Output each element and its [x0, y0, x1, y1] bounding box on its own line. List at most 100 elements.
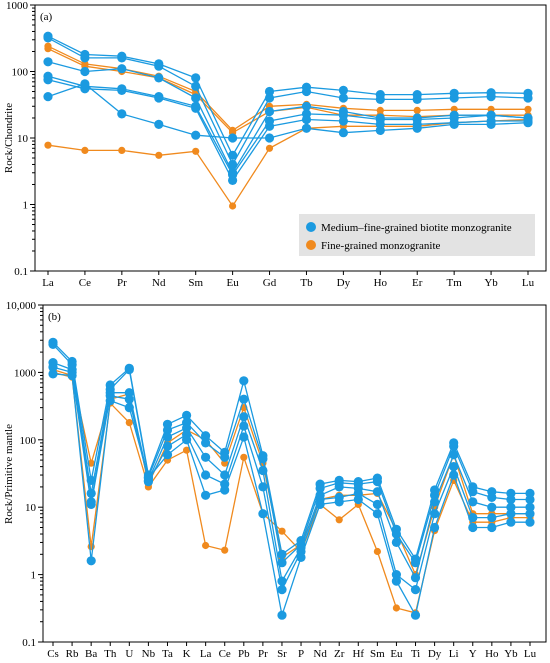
panel-a-label: (a) — [40, 11, 53, 23]
panel-b-x-tick-label: Th — [104, 648, 117, 660]
panel-b-data-point-fine — [373, 547, 381, 556]
panel-b-data-point-medium — [506, 517, 516, 527]
panel-b-data-point-medium — [372, 509, 382, 519]
panel-b-data-point-medium — [449, 470, 459, 480]
panel-b-data-point-medium — [449, 441, 459, 451]
panel-a-data-point-medium — [154, 61, 164, 71]
panel-a-x-tick-label: Yb — [484, 277, 498, 289]
panel-a-data-point-medium — [301, 114, 312, 125]
panel-a-data-point-fine — [265, 144, 274, 152]
panel-b-x-tick-label: Nd — [313, 648, 327, 660]
panel-b-data-point-medium — [182, 410, 192, 420]
panel-a-data-point-medium — [523, 118, 533, 128]
legend-marker-medium — [306, 222, 316, 232]
panel-a-data-point-medium — [486, 92, 496, 102]
panel-a-chart: (a) Rock/Chondrite 0.1 1 10 100 1000 La Ce Pr Nd… — [3, 0, 547, 289]
panel-b-data-point-fine — [202, 541, 210, 550]
panel-a-data-point-medium — [117, 53, 127, 63]
panel-b-data-point-medium — [143, 473, 153, 483]
panel-b-data-point-medium — [277, 585, 287, 595]
panel-b-data-point-fine — [87, 459, 95, 467]
panel-a-x-tick-label: Er — [412, 277, 423, 289]
panel-a-data-point-medium — [117, 109, 127, 119]
panel-b-data-point-fine — [392, 604, 400, 612]
panel-b-data-point-fine — [183, 446, 191, 454]
panel-b-series-line-fine — [52, 371, 530, 614]
panel-a-series-line-medium — [47, 61, 529, 175]
panel-b-x-tick-label: Nb — [142, 648, 156, 660]
panel-a-series-line-medium — [47, 79, 528, 182]
panel-b-data-point-medium — [315, 483, 325, 493]
panel-a-data-point-medium — [228, 133, 238, 143]
panel-b-data-point-medium — [506, 502, 516, 512]
panel-b-x-tick-label: Ce — [219, 648, 231, 660]
panel-b-data-point-medium — [315, 499, 325, 509]
panel-b-x-tick-label: Sm — [370, 648, 385, 660]
panel-a-x-tick-label: Ce — [79, 277, 91, 289]
panel-b-data-point-medium — [410, 585, 421, 595]
panel-b-y-tick-label: 10,000 — [6, 300, 37, 312]
panel-a-data-point-medium — [228, 175, 238, 185]
panel-b-data-point-medium — [525, 502, 535, 512]
panel-b-data-point-medium — [124, 388, 134, 398]
panel-a-y-tick-label: 100 — [12, 67, 29, 79]
panel-a-data-point-medium — [338, 128, 348, 138]
panel-a-data-point-medium — [449, 93, 459, 103]
panel-b-x-tick-label: Y — [469, 648, 477, 660]
panel-a-data-point-fine — [413, 106, 421, 114]
panel-a-series-line-fine — [47, 118, 529, 208]
panel-b-x-tick-label: La — [200, 648, 212, 660]
panel-a-data-point-fine — [81, 146, 89, 154]
panel-a-x-tick-label: Dy — [337, 277, 351, 289]
panel-a-x-tick-label: Lu — [522, 277, 535, 289]
legend-marker-fine — [306, 240, 316, 250]
panel-b-data-point-medium — [468, 522, 478, 533]
panel-b-y-tick-label: 0.1 — [22, 637, 36, 649]
panel-b-series — [48, 337, 535, 620]
panel-b-data-point-medium — [430, 509, 440, 519]
panel-b-data-point-medium — [239, 394, 249, 404]
panel-a-x-tick-label: Tm — [447, 277, 463, 289]
panel-b-series-line-fine — [52, 368, 530, 577]
panel-b-data-point-medium — [487, 522, 497, 533]
panel-a-data-point-medium — [154, 93, 164, 103]
panel-b-data-point-medium — [239, 376, 249, 386]
panel-a-data-point-medium — [375, 94, 385, 104]
panel-b-data-point-medium — [372, 477, 382, 487]
panel-a-data-point-medium — [523, 93, 533, 103]
panel-b-data-point-medium — [162, 441, 173, 451]
panel-a-data-point-medium — [412, 94, 422, 104]
panel-b-x-tick-label: Sr — [277, 648, 287, 660]
panel-b-data-point-medium — [182, 423, 192, 433]
panel-b-data-point-medium — [220, 452, 230, 462]
panel-b-x-tick-label: Yb — [504, 648, 518, 660]
panel-b-label: (b) — [48, 311, 61, 323]
panel-a-data-point-medium — [191, 103, 201, 113]
panel-b-x-tick-label: U — [125, 648, 133, 660]
panel-b-data-point-medium — [258, 482, 268, 492]
panel-b-x-tick-label: Pr — [258, 648, 268, 660]
panel-b-data-point-medium — [487, 502, 497, 512]
panel-a-data-point-medium — [191, 81, 201, 91]
panel-b-data-point-medium — [372, 487, 382, 497]
panel-b-data-point-medium — [468, 497, 478, 507]
panel-b-x-tick-label: Hf — [352, 648, 364, 660]
panel-b-x-tick-label: P — [298, 648, 304, 660]
panel-b-data-point-medium — [410, 558, 421, 568]
panel-b-data-point-fine — [335, 516, 343, 524]
panel-b-y-tick-label: 1 — [31, 570, 37, 582]
panel-b-data-point-medium — [86, 556, 96, 566]
panel-b-data-point-fine — [240, 453, 248, 461]
panel-a-data-point-medium — [154, 73, 164, 83]
panel-a-y-axis-label: Rock/Chondrite — [3, 103, 15, 173]
panel-b-y-tick-label: 1000 — [14, 367, 37, 379]
panel-b-data-point-medium — [506, 509, 516, 519]
panel-b-data-point-medium — [258, 509, 268, 519]
panel-b-data-point-medium — [410, 610, 421, 620]
panel-a-data-point-medium — [301, 86, 312, 97]
panel-b-data-point-medium — [201, 438, 211, 448]
panel-b-data-point-medium — [391, 537, 401, 548]
panel-b-x-tick-label: Zr — [334, 648, 345, 660]
panel-b-data-point-medium — [353, 494, 363, 505]
panel-a-axis-ticks: 0.1 1 10 100 1000 La Ce Pr Nd Sm Eu Gd Tb Dy Ho Er Tm Yb L… — [6, 0, 535, 289]
